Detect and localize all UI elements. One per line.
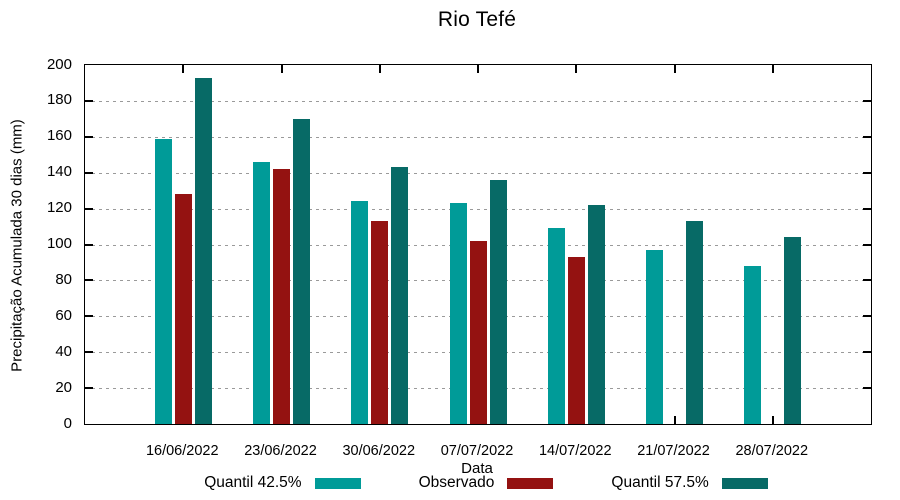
y-tick-label: 80 — [55, 270, 72, 288]
legend-swatch — [507, 477, 554, 489]
x-axis-label: Data — [461, 460, 493, 477]
y-tick-mark — [863, 171, 871, 174]
y-tick-label: 180 — [46, 91, 72, 109]
y-tick-label: 120 — [46, 199, 72, 217]
y-tick-label: 40 — [55, 342, 72, 360]
legend-label: Quantil 57.5% — [611, 474, 709, 491]
y-tick-mark — [85, 99, 93, 102]
y-tick-mark — [863, 243, 871, 246]
y-tick-mark — [863, 135, 871, 138]
chart-title: Rio Tefé — [437, 8, 517, 31]
bar — [194, 77, 212, 424]
bar — [547, 228, 565, 424]
x-tick-mark — [673, 416, 676, 424]
x-tick-label: 16/06/2022 — [145, 443, 219, 459]
gridline — [85, 172, 871, 174]
bar — [646, 249, 663, 424]
legend-item: Quantil 57.5% — [611, 474, 768, 492]
bar — [154, 138, 172, 424]
y-tick-mark — [85, 207, 93, 210]
y-tick-mark — [85, 351, 93, 354]
bar — [686, 221, 703, 424]
x-tick-mark — [673, 65, 676, 73]
x-tick-label: 28/07/2022 — [735, 443, 809, 459]
y-tick-label: 100 — [46, 235, 72, 252]
y-tick-mark — [85, 315, 93, 318]
y-tick-mark — [85, 243, 93, 246]
bar — [391, 167, 409, 424]
y-tick-label: 20 — [55, 378, 72, 396]
y-tick-mark — [863, 207, 871, 210]
y-tick-mark — [863, 99, 871, 102]
legend-item: Observado — [419, 474, 554, 492]
bar — [253, 161, 270, 424]
bar — [567, 257, 585, 424]
y-tick-mark — [863, 279, 871, 282]
x-tick-mark — [182, 65, 185, 73]
y-tick-mark — [863, 351, 871, 354]
bar — [744, 266, 762, 424]
x-tick-mark — [280, 65, 283, 73]
bar — [351, 201, 369, 424]
y-tick-label: 0 — [63, 414, 72, 432]
x-tick-mark — [771, 416, 774, 424]
x-tick-mark — [378, 65, 381, 73]
gridline — [85, 100, 871, 102]
bar — [273, 169, 290, 424]
y-tick-mark — [85, 135, 93, 138]
y-tick-label: 200 — [46, 55, 72, 73]
y-tick-mark — [85, 171, 93, 174]
y-tick-label: 60 — [55, 306, 72, 324]
bar — [587, 205, 605, 424]
y-tick-mark — [85, 279, 93, 282]
legend-label: Observado — [418, 474, 495, 491]
plot-area — [84, 64, 872, 425]
bar — [449, 203, 467, 424]
y-tick-mark — [863, 387, 871, 390]
y-tick-mark — [863, 315, 871, 318]
legend-item: Quantil 42.5% — [204, 474, 361, 492]
bar — [371, 221, 389, 424]
x-tick-label: 14/07/2022 — [538, 443, 612, 459]
legend-swatch — [314, 477, 361, 489]
bar — [784, 237, 802, 424]
bar — [469, 240, 487, 424]
x-tick-label: 23/06/2022 — [244, 443, 317, 459]
x-tick-label: 30/06/2022 — [342, 443, 416, 459]
gridline — [85, 136, 871, 138]
bar — [489, 179, 507, 424]
bar — [174, 194, 192, 424]
legend: Quantil 42.5% Observado Quantil 57.5% — [36, 474, 900, 492]
legend-label: Quantil 42.5% — [204, 474, 302, 491]
y-tick-label: 140 — [46, 163, 72, 181]
gridline — [85, 208, 871, 210]
legend-swatch — [721, 477, 768, 489]
y-tick-label: 160 — [46, 127, 72, 145]
x-tick-mark — [477, 65, 479, 73]
y-tick-mark — [85, 387, 93, 390]
x-tick-mark — [575, 65, 578, 73]
x-tick-mark — [771, 65, 774, 73]
x-tick-label: 07/07/2022 — [440, 443, 514, 459]
bar — [293, 118, 310, 424]
x-tick-label: 21/07/2022 — [637, 443, 710, 459]
